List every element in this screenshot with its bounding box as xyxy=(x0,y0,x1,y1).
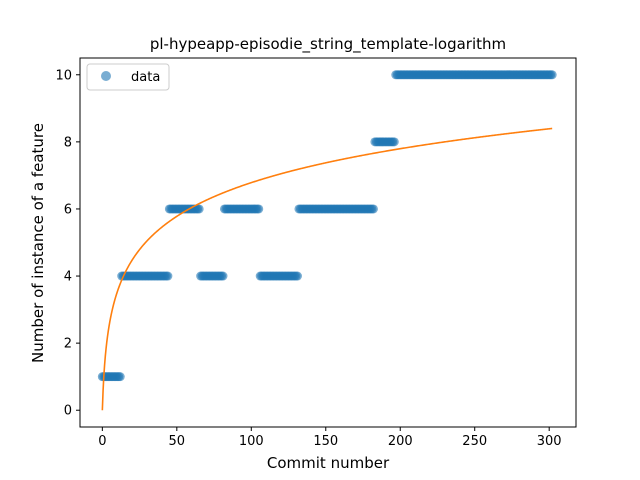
data-point xyxy=(163,271,173,281)
legend-frame xyxy=(86,63,170,91)
y-axis-label: Number of instance of a feature xyxy=(29,123,47,363)
data-point xyxy=(194,204,204,214)
x-tick-label: 300 xyxy=(537,434,562,449)
y-tick-label: 10 xyxy=(55,68,72,83)
y-tick-label: 6 xyxy=(64,202,72,217)
x-axis-label: Commit number xyxy=(267,454,390,472)
x-tick-label: 100 xyxy=(239,434,264,449)
y-tick-label: 4 xyxy=(64,270,72,285)
axes-frame xyxy=(79,57,577,428)
data-point xyxy=(254,204,264,214)
y-tick-label: 0 xyxy=(64,404,72,419)
legend-label-data: data xyxy=(131,70,160,85)
y-tick-label: 8 xyxy=(64,135,72,150)
x-tick-label: 200 xyxy=(388,434,413,449)
data-point xyxy=(547,70,557,80)
data-point xyxy=(218,271,228,281)
fit-curve xyxy=(101,127,553,411)
data-point xyxy=(292,271,302,281)
plot-area: 0 50 100 150 200 250 300 0 2 4 6 8 10 xyxy=(55,57,577,449)
legend-marker-data xyxy=(101,71,111,81)
chart-title: pl-hypeapp-episodie_string_template-loga… xyxy=(150,35,506,54)
x-tick-label: 150 xyxy=(313,434,338,449)
x-tick-label: 250 xyxy=(462,434,487,449)
data-point xyxy=(115,372,125,382)
legend: data xyxy=(86,63,170,91)
y-tick-label: 2 xyxy=(64,337,72,352)
x-tick-label: 50 xyxy=(169,434,186,449)
data-point xyxy=(389,137,399,147)
data-point xyxy=(368,204,378,214)
x-tick-label: 0 xyxy=(98,434,106,449)
